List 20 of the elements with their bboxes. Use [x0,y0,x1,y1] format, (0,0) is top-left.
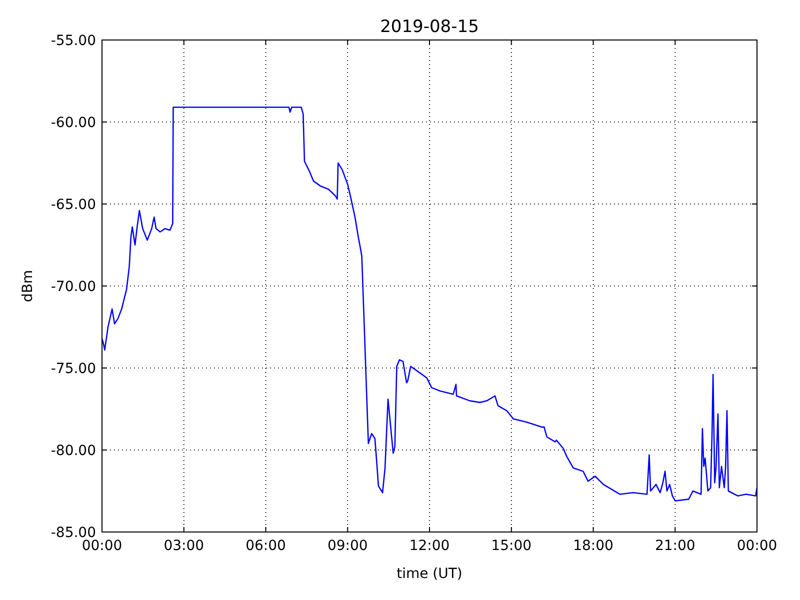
x-tick-label: 18:00 [573,538,614,554]
x-tick-label: 06:00 [246,538,286,554]
x-tick-label: 00:00 [736,538,778,554]
y-axis-title: dBm [20,270,36,302]
y-tick-label: -55.00 [50,32,96,49]
x-tick-label: 12:00 [409,538,450,554]
x-tick-label: 15:00 [491,538,532,554]
x-tick-label: 21:00 [654,538,696,554]
x-tick-label: 00:00 [82,538,122,554]
y-tick-label: -65.00 [50,196,96,213]
x-tick-label: 03:00 [164,538,204,554]
chart-title: 2019-08-15 [380,17,479,37]
y-tick-label: -75.00 [50,360,96,377]
x-axis-title: time (UT) [396,566,462,582]
line-series [101,106,758,502]
y-tick-label: -85.00 [50,524,96,541]
y-tick-label: -60.00 [50,114,96,131]
y-tick-label: -80.00 [50,442,96,459]
y-tick-label: -70.00 [50,278,96,295]
x-tick-label: 09:00 [327,538,368,554]
